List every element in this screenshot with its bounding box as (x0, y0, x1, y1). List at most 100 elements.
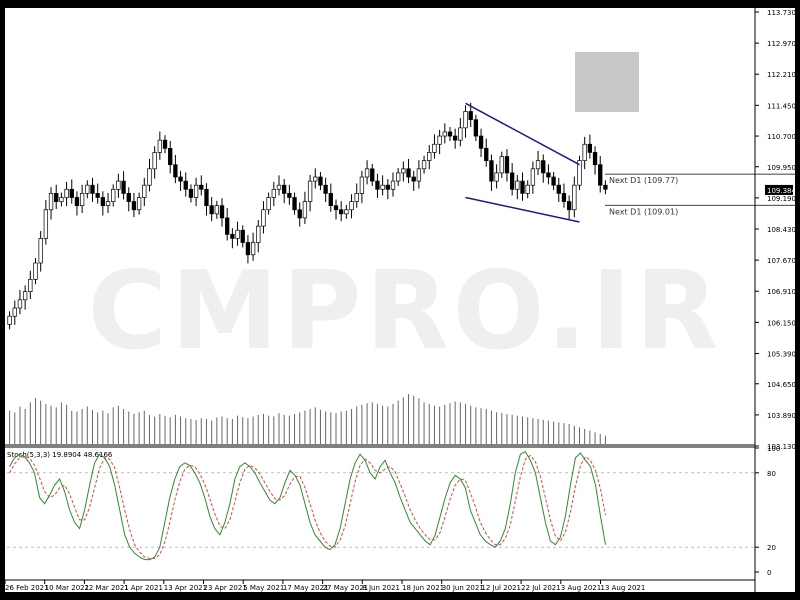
candle-body (463, 111, 468, 129)
candle-body (100, 197, 106, 207)
x-tick-label: 18 Jun 2021 (402, 584, 444, 592)
candle-body (458, 127, 463, 141)
x-tick-label: 23 Apr 2021 (204, 584, 247, 592)
candle-body (43, 209, 49, 239)
price-tick-label: 104.650 (767, 381, 795, 389)
candle-body (468, 111, 473, 121)
candle-body (79, 193, 85, 207)
price-tick-label: 109.190 (767, 195, 795, 203)
candle-body (59, 197, 64, 202)
candle-body (541, 160, 546, 174)
candle-body (121, 180, 126, 194)
candle-body (17, 299, 23, 309)
stoch-tick-label: 80 (767, 470, 776, 478)
price-tick-label: 107.670 (767, 257, 795, 265)
candle-body (116, 180, 121, 190)
candle-body (183, 180, 188, 190)
volume-panel (9, 394, 606, 444)
candle-body (292, 197, 297, 211)
candle-body (261, 209, 266, 227)
highlight-box (575, 52, 639, 112)
watermark-text: CMPRO.IR (88, 249, 723, 374)
x-tick-label: 10 Mar 2021 (45, 584, 89, 592)
candle-body (504, 156, 510, 174)
candle-body (199, 184, 204, 190)
candle-body (442, 131, 447, 137)
candle-body (566, 201, 572, 211)
x-tick-label: 22 Jul 2021 (521, 584, 561, 592)
candle-body (406, 168, 411, 178)
candle-body (64, 188, 69, 198)
price-tick-label: 110.700 (767, 133, 795, 141)
stoch-tick-label: 100 (767, 445, 780, 453)
candle-body (302, 201, 308, 219)
candle-body (375, 180, 380, 190)
candle-body (188, 188, 194, 198)
candle-body (385, 184, 390, 190)
price-tick-label: 105.390 (767, 350, 795, 358)
candle-body (142, 184, 147, 198)
candle-body (85, 184, 90, 194)
candle-body (530, 168, 536, 186)
candle-body (193, 184, 199, 198)
price-tick-label: 112.970 (767, 40, 795, 48)
trendline-upper (465, 102, 580, 166)
price-tick-label: 112.210 (767, 71, 795, 79)
candle-body (168, 147, 173, 166)
stoch-tick-label: 20 (767, 544, 776, 552)
candle-body (157, 139, 163, 153)
candle-body (256, 225, 261, 243)
candle-body (401, 168, 406, 174)
candle-body (509, 172, 515, 190)
candle-body (22, 291, 28, 301)
candle-body (390, 180, 396, 190)
x-tick-label: 17 May 2021 (283, 584, 329, 592)
chart-canvas[interactable]: CMPRO.IR 113.730 112.970 112.210 111.450 110… (4, 8, 796, 592)
price-tick-label: 111.450 (767, 102, 795, 110)
x-tick-label: 27 May 2021 (323, 584, 369, 592)
candle-body (437, 135, 442, 145)
price-tick-label: 103.890 (767, 412, 795, 420)
stoch-series-main (9, 451, 606, 561)
candle-body (592, 152, 598, 166)
candle-body (204, 188, 209, 207)
candle-body (282, 184, 287, 194)
candle-body (323, 184, 328, 194)
stoch-title: Stoch(5,3,3) 19.8904 48.6166 (7, 451, 113, 459)
candle-body (349, 201, 354, 211)
candle-body (69, 188, 74, 198)
candle-body (313, 176, 318, 182)
candle-body (587, 143, 593, 153)
candle-body (276, 184, 282, 190)
candle-body (478, 135, 484, 149)
candle-body (250, 242, 256, 256)
price-tick-label: 106.910 (767, 288, 795, 296)
chart-area[interactable]: CMPRO.IR 113.730 112.970 112.210 111.450 110… (4, 8, 796, 592)
x-tick-label: 8 Jun 2021 (362, 584, 400, 592)
price-tick-label: 103.130 (767, 443, 795, 451)
candle-body (287, 193, 292, 198)
price-tick-label: 106.150 (767, 319, 795, 327)
candle-body (219, 205, 225, 219)
candle-body (396, 172, 401, 182)
candle-body (344, 209, 349, 215)
candle-body (209, 205, 214, 215)
stochastic-panel: Stoch(5,3,3) 19.8904 48.6166 100 80 20 0 (5, 444, 780, 577)
candle-body (515, 180, 520, 190)
candle-body (411, 176, 416, 182)
candle-body (111, 188, 116, 202)
candle-body (245, 242, 251, 256)
x-tick-label: 1 Apr 2021 (124, 584, 163, 592)
candle-body (33, 262, 38, 280)
candle-body (561, 193, 567, 202)
candle-body (12, 307, 17, 317)
candle-body (603, 184, 608, 190)
candle-body (370, 168, 375, 182)
x-tick-label: 3 Aug 2021 (561, 584, 601, 592)
candle-body (489, 160, 494, 182)
candle-body (328, 193, 333, 207)
candle-body (525, 184, 530, 194)
candle-body (152, 152, 157, 170)
candle-body (131, 201, 137, 211)
